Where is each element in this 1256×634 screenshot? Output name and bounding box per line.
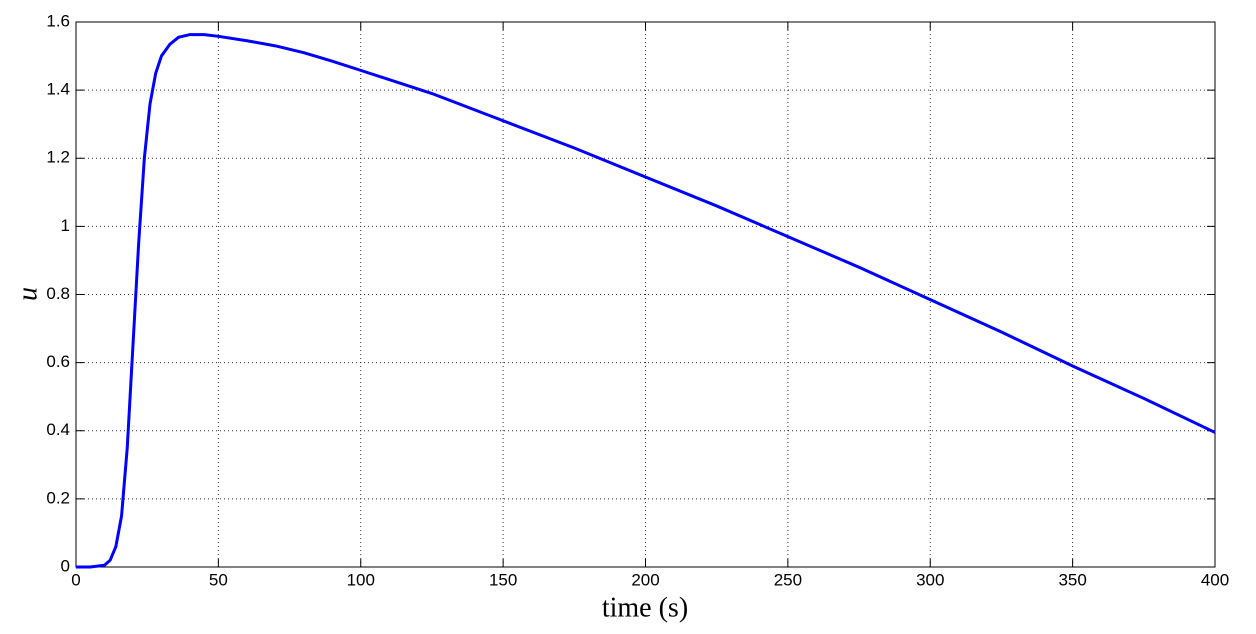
x-tick-label: 400 (1201, 570, 1229, 589)
y-tick-label: 1.2 (46, 148, 70, 167)
x-tick-label: 150 (489, 570, 517, 589)
y-tick-label: 1.4 (46, 80, 70, 99)
x-tick-label: 100 (347, 570, 375, 589)
y-tick-label: 1.6 (46, 11, 70, 30)
axes-box (75, 21, 1216, 568)
x-tick-label: 250 (774, 570, 802, 589)
x-tick-label: 350 (1058, 570, 1086, 589)
x-tick-label: 200 (631, 570, 659, 589)
y-tick-label: 0.6 (46, 352, 70, 371)
x-axis-label: time (s) (602, 592, 688, 623)
data-line (76, 33, 1216, 569)
y-tick-label: 0.2 (46, 488, 70, 507)
x-tick-label: 0 (71, 570, 80, 589)
y-tick-label: 0.4 (46, 420, 70, 439)
x-tick-label: 300 (916, 570, 944, 589)
x-tick-label: 50 (209, 570, 228, 589)
y-tick-label: 1 (61, 216, 70, 235)
y-axis-label: u (12, 287, 43, 301)
y-tick-label: 0.8 (46, 284, 70, 303)
y-tick-label: 0 (61, 556, 70, 575)
